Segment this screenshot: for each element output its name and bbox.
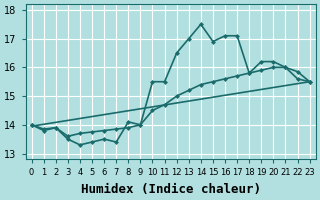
X-axis label: Humidex (Indice chaleur): Humidex (Indice chaleur): [81, 183, 260, 196]
